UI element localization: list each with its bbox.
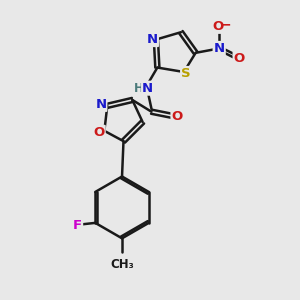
Text: F: F <box>73 219 82 232</box>
Text: CH₃: CH₃ <box>110 258 134 271</box>
Text: O: O <box>212 20 223 33</box>
Text: O: O <box>234 52 245 65</box>
Text: N: N <box>147 33 158 46</box>
Text: O: O <box>93 126 105 139</box>
Text: O: O <box>172 110 183 123</box>
Text: N: N <box>95 98 106 111</box>
Text: −: − <box>220 17 232 31</box>
Text: S: S <box>181 67 191 80</box>
Text: N: N <box>214 42 225 55</box>
Text: H: H <box>134 82 144 95</box>
Text: N: N <box>142 82 153 95</box>
